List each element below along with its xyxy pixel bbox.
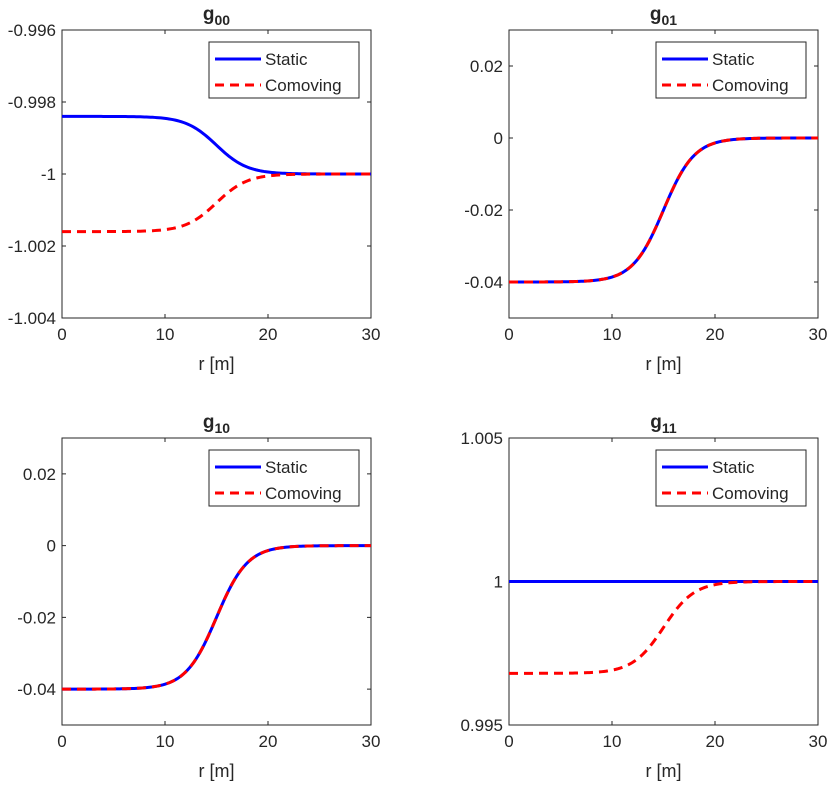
x-tick-label: 20: [259, 325, 278, 344]
y-tick-label: -0.02: [464, 201, 503, 220]
y-tick-label: 1: [494, 573, 503, 592]
series-comoving-line: [509, 136, 818, 284]
x-axis-label: r [m]: [646, 761, 682, 781]
legend-comoving-label: Comoving: [712, 76, 789, 95]
series-comoving-line: [509, 580, 818, 675]
legend-box: [208, 449, 360, 507]
y-tick-label: -1: [41, 165, 56, 184]
x-axis-label: r [m]: [199, 354, 235, 374]
y-tick-label: -0.02: [17, 608, 56, 627]
legend-static-label: Static: [712, 50, 755, 69]
x-axis-label: r [m]: [646, 354, 682, 374]
legend-box: [655, 41, 807, 99]
chart-title: g00: [203, 4, 230, 28]
chart-panel-g10: g10 0 10 20 30 0.02 0 -0.02 -0.04 r [m] Static Como…: [17, 412, 380, 781]
x-axis-label: r [m]: [199, 761, 235, 781]
legend-static-label: Static: [265, 458, 308, 477]
y-tick-label: -0.04: [17, 680, 56, 699]
plot-area: [508, 29, 819, 319]
y-tick-label: 1.005: [460, 429, 503, 448]
legend-box: [208, 41, 360, 99]
y-tick-label: 0.02: [470, 57, 503, 76]
y-tick-label: -0.04: [464, 273, 503, 292]
x-tick-label: 20: [706, 325, 725, 344]
y-tick-label: -0.996: [8, 21, 56, 40]
series-static-line: [509, 136, 818, 284]
x-tick-label: 10: [156, 732, 175, 751]
y-tick-label: 0: [47, 537, 56, 556]
legend-static-label: Static: [712, 458, 755, 477]
x-tick-label: 0: [504, 732, 513, 751]
y-tick-label: 0.995: [460, 716, 503, 735]
x-tick-label: 20: [259, 732, 278, 751]
y-tick-label: -1.002: [8, 237, 56, 256]
chart-title: g10: [203, 412, 230, 436]
x-tick-label: 30: [809, 325, 828, 344]
legend-comoving-label: Comoving: [265, 76, 342, 95]
x-tick-label: 0: [504, 325, 513, 344]
x-tick-label: 30: [362, 732, 381, 751]
chart-title: g01: [650, 4, 677, 28]
x-tick-label: 10: [603, 325, 622, 344]
x-tick-label: 30: [362, 325, 381, 344]
x-tick-label: 0: [57, 732, 66, 751]
y-tick-label: 0.02: [23, 465, 56, 484]
x-tick-label: 10: [156, 325, 175, 344]
x-tick-label: 0: [57, 325, 66, 344]
x-tick-label: 20: [706, 732, 725, 751]
chart-panel-g11: g11 0 10 20 30 1.005 1 0.995 r [m] Static Comoving: [460, 412, 827, 781]
legend-comoving-label: Comoving: [265, 484, 342, 503]
series-comoving-line: [62, 544, 371, 691]
series-static-line: [62, 114, 371, 176]
chart-panel-g00: g00 0 10 20 30 -0.996 -0.998 -1 -1.002 -1.004 r [m…: [8, 4, 381, 374]
y-tick-label: 0: [494, 129, 503, 148]
legend-static-label: Static: [265, 50, 308, 69]
series-comoving-line: [62, 172, 371, 234]
plot-area: [61, 437, 372, 726]
y-tick-label: -1.004: [8, 309, 56, 328]
series-static-line: [62, 544, 371, 691]
legend-comoving-label: Comoving: [712, 484, 789, 503]
legend-box: [655, 449, 807, 507]
chart-title: g11: [650, 412, 677, 436]
y-tick-label: -0.998: [8, 93, 56, 112]
x-tick-label: 10: [603, 732, 622, 751]
x-tick-label: 30: [809, 732, 828, 751]
chart-panel-g01: g01 0 10 20 30 0.02 0 -0.02 -0.04 r [m] Static Como…: [464, 4, 827, 374]
